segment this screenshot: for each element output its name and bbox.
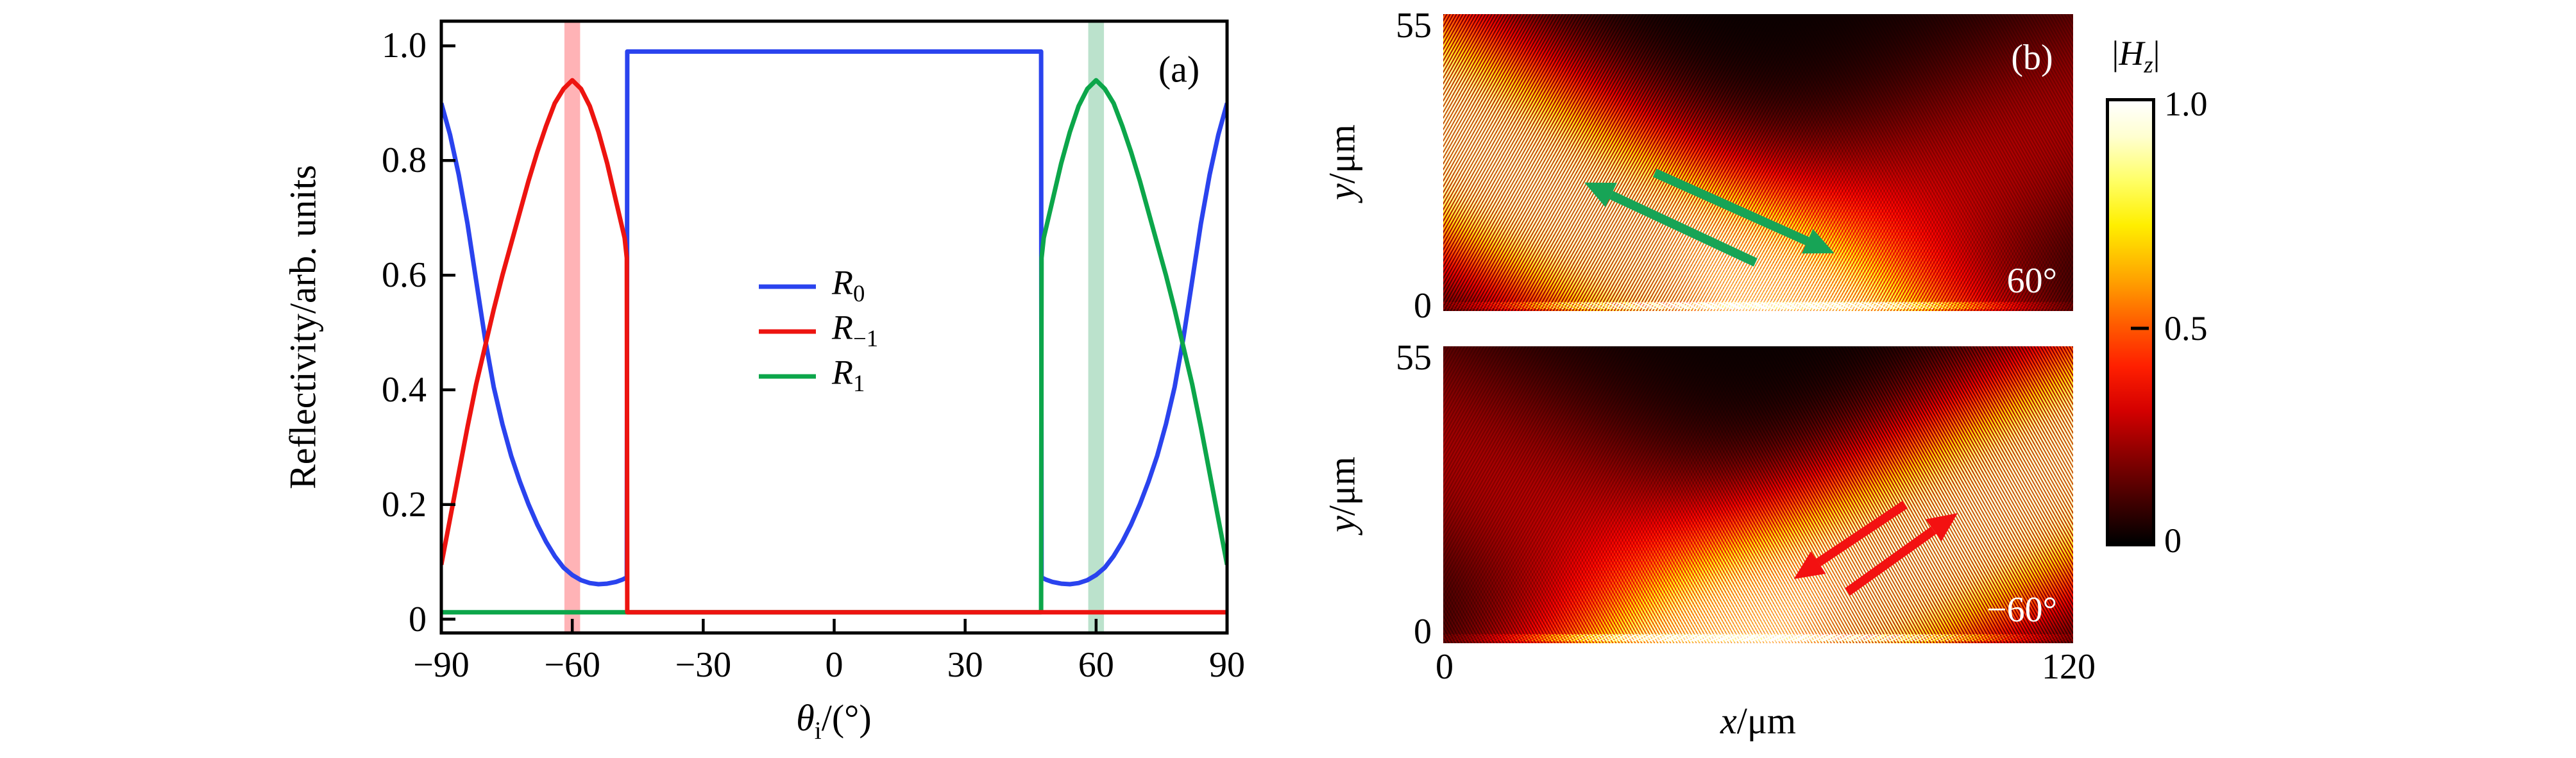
panel-a-xlabel: θi/(°)	[796, 696, 871, 745]
theta-subscript: i	[814, 716, 822, 745]
x-tick-label: −30	[675, 645, 732, 685]
z-subscript: z	[2144, 51, 2153, 78]
x-tick-label: −90	[413, 645, 470, 685]
hm-xlabel: x/μm	[1720, 700, 1796, 743]
legend-label-R-1: R−1	[832, 308, 879, 352]
panel-a-ylabel: Reflectivity/arb. units	[282, 165, 324, 489]
y-tick-label: 0	[409, 599, 427, 639]
theta-symbol: θ	[796, 697, 815, 739]
legend-label-R1: R1	[832, 353, 865, 397]
hm-top-ytick-55: 55	[1396, 6, 1432, 46]
y-tick-label: 0.2	[382, 484, 427, 525]
hm-xtick-120: 120	[2042, 647, 2096, 687]
x-tick-label: 90	[1209, 645, 1245, 685]
colorbar-tick-0.5: 0.5	[2164, 309, 2208, 348]
hm-top-angle-label: 60°	[2006, 261, 2057, 301]
hm-bot-ylabel: y/μm	[1321, 457, 1364, 532]
x-units: /μm	[1736, 700, 1797, 742]
hm-xtick-0: 0	[1436, 647, 1453, 687]
colorbar-title: |Hz|	[2112, 33, 2160, 78]
panel-b-corner-tag: (b)	[2011, 38, 2053, 78]
hm-bot-ytick-55: 55	[1396, 338, 1432, 378]
y-tick-label: 1.0	[382, 26, 427, 66]
y-tick-label: 0.4	[382, 369, 427, 410]
y-symbol: y	[1321, 183, 1363, 201]
y-tick-label: 0.8	[382, 140, 427, 181]
hm-top-ylabel: y/μm	[1321, 124, 1364, 200]
y-units: /μm	[1321, 124, 1363, 184]
xlabel-units: /(°)	[821, 697, 872, 739]
panel-a-corner-tag: (a)	[1158, 48, 1200, 90]
x-tick-label: 0	[825, 645, 843, 685]
y-symbol: y	[1321, 516, 1363, 533]
colorbar	[2106, 98, 2155, 546]
x-tick-label: 60	[1078, 645, 1114, 685]
bar-glyph: |	[2112, 34, 2119, 73]
legend-label-R0: R0	[832, 263, 865, 307]
y-units: /μm	[1321, 456, 1363, 516]
highlight-band	[564, 21, 580, 633]
x-tick-label: 30	[947, 645, 983, 685]
H-symbol: H	[2119, 34, 2144, 73]
field-map-60deg	[1443, 14, 2073, 311]
bar-glyph: |	[2153, 34, 2160, 73]
field-map-minus60deg	[1443, 346, 2073, 643]
hm-bot-angle-label: −60°	[1987, 590, 2057, 630]
colorbar-tick-0: 0	[2164, 521, 2182, 560]
colorbar-tick-1.0: 1.0	[2164, 85, 2208, 123]
x-tick-label: −60	[544, 645, 600, 685]
hm-top-ytick-0: 0	[1414, 286, 1432, 326]
y-tick-label: 0.6	[382, 255, 427, 296]
hm-bot-ytick-0: 0	[1414, 612, 1432, 652]
x-symbol: x	[1720, 700, 1737, 742]
highlight-band	[1088, 21, 1105, 633]
